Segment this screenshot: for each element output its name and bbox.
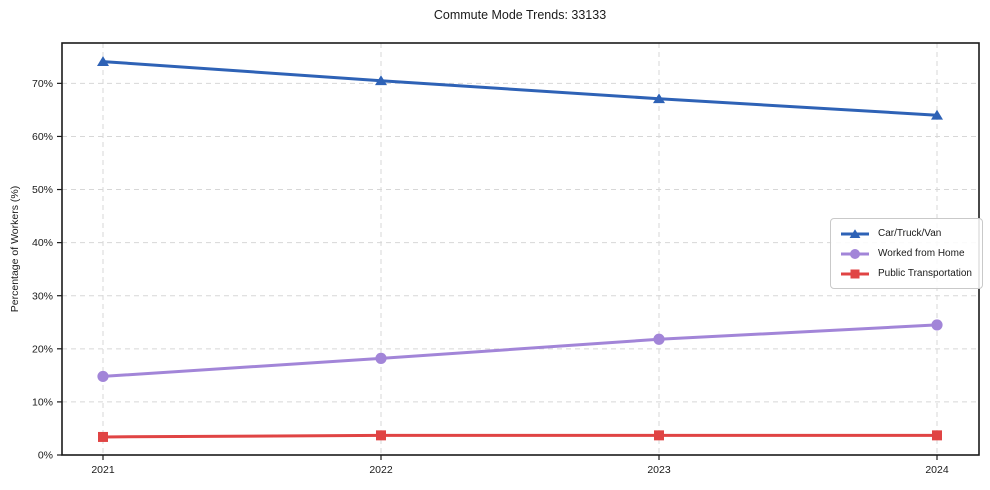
series-car-truck-van bbox=[97, 56, 943, 120]
x-tick-label: 2022 bbox=[369, 464, 393, 476]
circle-swatch-icon bbox=[841, 248, 869, 259]
series-public-transportation bbox=[98, 430, 942, 442]
data-point bbox=[654, 430, 664, 441]
square-marker-icon bbox=[850, 269, 860, 278]
y-tick-label: 10% bbox=[32, 397, 53, 409]
data-point bbox=[653, 93, 665, 104]
data-point bbox=[932, 430, 942, 441]
y-tick-label: 50% bbox=[32, 184, 53, 196]
data-point bbox=[931, 109, 943, 120]
x-tick-label: 2024 bbox=[925, 464, 949, 476]
data-point bbox=[375, 352, 387, 364]
x-tick-label: 2023 bbox=[647, 464, 671, 476]
square-swatch-icon bbox=[841, 269, 869, 278]
data-point bbox=[376, 430, 386, 441]
data-point bbox=[653, 333, 665, 345]
y-tick-label: 20% bbox=[32, 343, 53, 355]
data-point bbox=[97, 370, 109, 383]
series-line bbox=[101, 433, 939, 439]
y-tick-label: 40% bbox=[32, 237, 53, 249]
circle-marker-icon bbox=[850, 248, 860, 259]
legend-label: Car/Truck/Van bbox=[878, 228, 942, 239]
series-line bbox=[101, 60, 939, 117]
data-point bbox=[931, 319, 943, 331]
legend-label: Public Transportation bbox=[878, 268, 972, 279]
legend: Car/Truck/Van Worked from Home Public Tran… bbox=[830, 218, 983, 289]
y-tick-label: 60% bbox=[32, 131, 53, 143]
y-tick-label: 0% bbox=[38, 450, 53, 462]
y-tick-label: 70% bbox=[32, 78, 53, 90]
x-tick-label: 2021 bbox=[91, 464, 115, 476]
legend-item-worked-from-home: Worked from Home bbox=[840, 246, 972, 261]
axis-ticks bbox=[57, 82, 938, 460]
triangle-swatch-icon bbox=[841, 228, 869, 238]
gridlines bbox=[62, 43, 979, 456]
legend-item-car-truck-van: Car/Truck/Van bbox=[840, 226, 972, 241]
chart-title: Commute Mode Trends: 33133 bbox=[433, 8, 607, 22]
data-point bbox=[98, 431, 108, 442]
data-point bbox=[97, 56, 109, 66]
data-point bbox=[375, 75, 387, 86]
legend-item-public-transportation: Public Transportation bbox=[840, 266, 972, 281]
triangle-marker-icon bbox=[849, 228, 861, 238]
legend-label: Worked from Home bbox=[878, 248, 965, 259]
series-worked-from-home bbox=[97, 319, 943, 383]
y-tick-label: 30% bbox=[32, 290, 53, 302]
series-line bbox=[101, 323, 939, 378]
